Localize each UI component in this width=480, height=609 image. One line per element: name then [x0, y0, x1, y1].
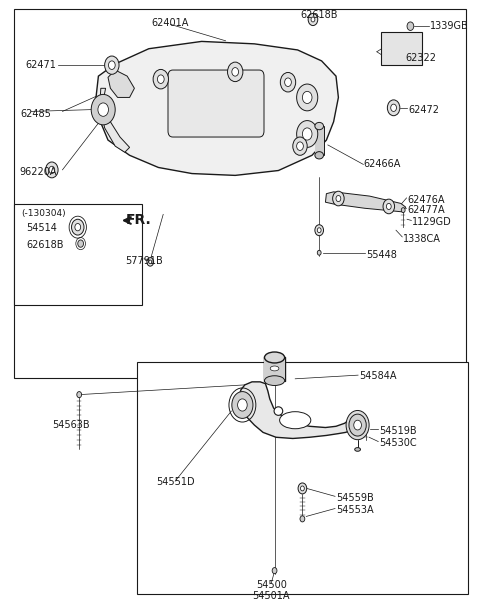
Text: 62471: 62471: [26, 60, 57, 70]
Circle shape: [349, 414, 366, 436]
Circle shape: [300, 516, 305, 522]
Bar: [137, 362, 468, 594]
Circle shape: [98, 103, 108, 116]
FancyBboxPatch shape: [381, 32, 422, 65]
Circle shape: [91, 94, 115, 125]
Circle shape: [46, 162, 58, 178]
Circle shape: [317, 228, 321, 233]
Circle shape: [297, 142, 303, 150]
Text: 54500: 54500: [256, 580, 287, 590]
Circle shape: [302, 128, 312, 140]
Circle shape: [333, 191, 344, 206]
Circle shape: [300, 486, 304, 491]
Text: 1338CA: 1338CA: [403, 234, 441, 244]
Circle shape: [302, 91, 312, 104]
Ellipse shape: [264, 376, 285, 385]
Text: 1339GB: 1339GB: [430, 21, 468, 31]
Bar: [315, 126, 324, 155]
Text: 62401A: 62401A: [152, 18, 189, 28]
Circle shape: [105, 56, 119, 74]
Text: 54501A: 54501A: [252, 591, 290, 600]
Circle shape: [311, 17, 315, 22]
Polygon shape: [239, 382, 359, 438]
Polygon shape: [96, 41, 338, 175]
Text: 62466A: 62466A: [364, 160, 401, 169]
Circle shape: [157, 75, 164, 83]
Circle shape: [49, 166, 55, 174]
Text: 57791B: 57791B: [125, 256, 163, 266]
Circle shape: [108, 61, 115, 69]
Ellipse shape: [270, 366, 279, 371]
Text: FR.: FR.: [126, 214, 152, 227]
Polygon shape: [108, 70, 134, 97]
Ellipse shape: [264, 352, 285, 363]
Circle shape: [401, 208, 405, 213]
Text: 62618B: 62618B: [300, 10, 338, 20]
Bar: [264, 357, 285, 381]
Circle shape: [386, 203, 391, 209]
Ellipse shape: [315, 122, 324, 130]
Circle shape: [298, 483, 307, 494]
Circle shape: [387, 100, 400, 116]
Text: 1129GD: 1129GD: [412, 217, 452, 227]
Circle shape: [153, 69, 168, 89]
Circle shape: [354, 420, 361, 430]
Circle shape: [364, 425, 368, 430]
Circle shape: [78, 240, 84, 247]
Circle shape: [336, 195, 341, 202]
Circle shape: [228, 62, 243, 82]
Text: 54584A: 54584A: [359, 371, 396, 381]
Text: 54559B: 54559B: [336, 493, 374, 503]
Circle shape: [72, 219, 84, 235]
Circle shape: [391, 104, 396, 111]
Text: (-130304): (-130304): [22, 209, 66, 218]
Circle shape: [346, 410, 369, 440]
Text: 54514: 54514: [26, 224, 57, 233]
Circle shape: [308, 13, 318, 26]
Circle shape: [297, 121, 318, 147]
Text: 62477A: 62477A: [407, 205, 444, 215]
Text: 62618B: 62618B: [26, 240, 64, 250]
Text: 54519B: 54519B: [379, 426, 417, 436]
Circle shape: [147, 258, 154, 266]
Circle shape: [407, 22, 414, 30]
Circle shape: [280, 72, 296, 92]
Circle shape: [149, 260, 152, 264]
Circle shape: [293, 137, 307, 155]
Text: 54551D: 54551D: [156, 477, 194, 487]
Text: 62472: 62472: [408, 105, 439, 114]
Circle shape: [75, 224, 81, 231]
Text: 54530C: 54530C: [379, 438, 417, 448]
Circle shape: [383, 199, 395, 214]
Ellipse shape: [315, 152, 324, 159]
Bar: [14, 9, 466, 378]
Text: 62322: 62322: [406, 53, 437, 63]
Ellipse shape: [355, 448, 360, 451]
Circle shape: [297, 84, 318, 111]
Circle shape: [77, 392, 82, 398]
Text: 54563B: 54563B: [52, 420, 90, 430]
Circle shape: [285, 78, 291, 86]
Bar: [14, 204, 142, 304]
Circle shape: [317, 250, 321, 255]
Polygon shape: [100, 88, 130, 152]
Text: 96220A: 96220A: [19, 167, 57, 177]
FancyBboxPatch shape: [168, 70, 264, 137]
Circle shape: [232, 68, 239, 76]
Ellipse shape: [279, 412, 311, 429]
Circle shape: [232, 392, 253, 418]
Ellipse shape: [274, 407, 283, 415]
Text: 62485: 62485: [20, 109, 51, 119]
Circle shape: [315, 225, 324, 236]
Text: 54553A: 54553A: [336, 505, 373, 515]
Circle shape: [272, 568, 277, 574]
Circle shape: [238, 399, 247, 411]
Polygon shape: [325, 192, 406, 212]
Text: 62476A: 62476A: [407, 195, 444, 205]
Text: 55448: 55448: [366, 250, 396, 259]
